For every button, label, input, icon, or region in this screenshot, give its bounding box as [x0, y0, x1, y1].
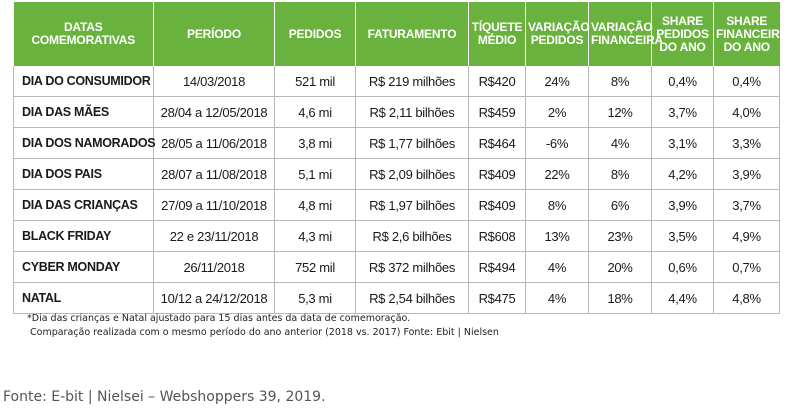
table-cell: 14/03/2018 [153, 66, 275, 97]
table-cell: 18% [588, 282, 652, 314]
ecommerce-dates-table: DATAS COMEMORATIVAS PERÍODO PEDIDOS FATURAM… [13, 2, 789, 314]
row-label: DIA DOS NAMORADOS [13, 127, 156, 159]
table-cell: R$ 1,77 bilhões [355, 127, 469, 159]
table-cell: 0,7% [713, 251, 780, 283]
row-label: CYBER MONDAY [13, 251, 154, 283]
table-cell: 5,1 mi [274, 158, 356, 190]
table-cell: 4,8% [713, 282, 780, 314]
table-cell: R$ 1,97 bilhões [355, 189, 469, 221]
table-cell: R$ 219 milhões [355, 66, 469, 97]
table-row: DIA DAS MÃES 28/04 a 12/05/2018 4,6 mi R$ 2… [13, 96, 780, 128]
row-label: BLACK FRIDAY [13, 220, 154, 252]
row-label: NATAL [13, 282, 154, 314]
table-cell: 521 mil [274, 66, 356, 97]
table-cell: 3,1% [651, 127, 714, 159]
table-cell: 0,4% [713, 66, 780, 97]
table-header: DATAS COMEMORATIVAS PERÍODO PEDIDOS FATURAM… [13, 2, 789, 66]
table-cell: 3,7% [651, 96, 714, 128]
table-cell: 4,4% [651, 282, 714, 314]
table-cell: 3,7% [713, 189, 780, 221]
column-header: SHARE PEDIDOS DO ANO [651, 2, 714, 66]
table-cell: 752 mil [274, 251, 356, 283]
column-header: DATAS COMEMORATIVAS [13, 2, 154, 66]
table-cell: R$409 [468, 189, 526, 221]
table-cell: R$459 [468, 96, 526, 128]
table-cell: 4,9% [713, 220, 780, 252]
table-row: DIA DO CONSUMIDOR 14/03/2018 521 mil R$ 219… [13, 66, 780, 97]
table-cell: 4,8 mi [274, 189, 356, 221]
table-row: CYBER MONDAY 26/11/2018 752 mil R$ 372 milh… [13, 251, 780, 283]
table-cell: 4% [525, 251, 589, 283]
table-row: NATAL 10/12 a 24/12/2018 5,3 mi R$ 2,54 bil… [13, 282, 780, 314]
table-row: BLACK FRIDAY 22 e 23/11/2018 4,3 mi R$ 2,6 … [13, 220, 780, 252]
table-cell: R$608 [468, 220, 526, 252]
table-cell: 4,6 mi [274, 96, 356, 128]
table-cell: 22% [525, 158, 589, 190]
footnote-comparison-source: Comparação realizada com o mesmo período… [30, 327, 499, 338]
table-cell: 8% [588, 158, 652, 190]
column-header: PEDIDOS [274, 2, 356, 66]
table-cell: 22 e 23/11/2018 [153, 220, 275, 252]
table-cell: 0,6% [651, 251, 714, 283]
table-cell: R$420 [468, 66, 526, 97]
table-cell: 8% [525, 189, 589, 221]
table-cell: 27/09 a 11/10/2018 [153, 189, 275, 221]
table-cell: R$409 [468, 158, 526, 190]
table-cell: 3,9% [651, 189, 714, 221]
table-cell: 4,3 mi [274, 220, 356, 252]
table-cell: R$475 [468, 282, 526, 314]
table-cell: 0,4% [651, 66, 714, 97]
table-cell: R$ 2,09 bilhões [355, 158, 469, 190]
column-header: TÍQUETE MÉDIO [468, 2, 526, 66]
table-cell: 8% [588, 66, 652, 97]
table-cell: R$464 [468, 127, 526, 159]
table-cell: 13% [525, 220, 589, 252]
row-label: DIA DO CONSUMIDOR [13, 66, 154, 97]
table-cell: 4,2% [651, 158, 714, 190]
column-header: PERÍODO [153, 2, 275, 66]
table-cell: 3,3% [713, 127, 780, 159]
table-body: DIA DO CONSUMIDOR 14/03/2018 521 mil R$ 219… [13, 66, 780, 314]
column-header: VARIAÇÃO FINANCEIRA [588, 2, 663, 66]
table-cell: R$ 2,54 bilhões [355, 282, 469, 314]
header-row: DATAS COMEMORATIVAS PERÍODO PEDIDOS FATURAM… [13, 2, 789, 66]
table-cell: 3,9% [713, 158, 780, 190]
table-cell: R$494 [468, 251, 526, 283]
column-header: SHARE FINANCEIRO DO ANO [713, 2, 789, 66]
table-cell: 6% [588, 189, 652, 221]
table-cell: -6% [525, 127, 589, 159]
column-header: FATURAMENTO [355, 2, 469, 66]
table-cell: 23% [588, 220, 652, 252]
table-cell: 28/07 a 11/08/2018 [153, 158, 275, 190]
table-cell: R$ 2,11 bilhões [355, 96, 469, 128]
table-cell: R$ 372 milhões [355, 251, 469, 283]
table-cell: 4% [588, 127, 652, 159]
row-label: DIA DOS PAIS [13, 158, 154, 190]
table-cell: 28/04 a 12/05/2018 [153, 96, 275, 128]
table-cell: 12% [588, 96, 652, 128]
table-cell: 2% [525, 96, 589, 128]
source-caption: Fonte: E-bit | Nielsei – Webshoppers 39,… [3, 389, 326, 405]
table-cell: 4,0% [713, 96, 780, 128]
table-row: DIA DAS CRIANÇAS 27/09 a 11/10/2018 4,8 mi… [13, 189, 780, 221]
footnotes: *Dia das crianças e Natal ajustado para … [27, 312, 499, 340]
table-cell: 24% [525, 66, 589, 97]
table-cell: 10/12 a 24/12/2018 [153, 282, 275, 314]
column-header: VARIAÇÃO PEDIDOS [525, 2, 590, 66]
table-cell: 28/05 a 11/06/2018 [153, 127, 275, 159]
footnote-adjustment: *Dia das crianças e Natal ajustado para … [27, 313, 411, 324]
table-figure: DATAS COMEMORATIVAS PERÍODO PEDIDOS FATURAM… [9, 0, 789, 343]
table-cell: R$ 2,6 bilhões [355, 220, 469, 252]
table-cell: 20% [588, 251, 652, 283]
table-cell: 5,3 mi [274, 282, 356, 314]
row-label: DIA DAS MÃES [13, 96, 154, 128]
table-row: DIA DOS NAMORADOS 28/05 a 11/06/2018 3,8 m… [13, 127, 780, 159]
table-cell: 3,8 mi [274, 127, 356, 159]
table-row: DIA DOS PAIS 28/07 a 11/08/2018 5,1 mi R$ 2… [13, 158, 780, 190]
row-label: DIA DAS CRIANÇAS [13, 189, 154, 221]
table-cell: 3,5% [651, 220, 714, 252]
table-cell: 4% [525, 282, 589, 314]
table-cell: 26/11/2018 [153, 251, 275, 283]
